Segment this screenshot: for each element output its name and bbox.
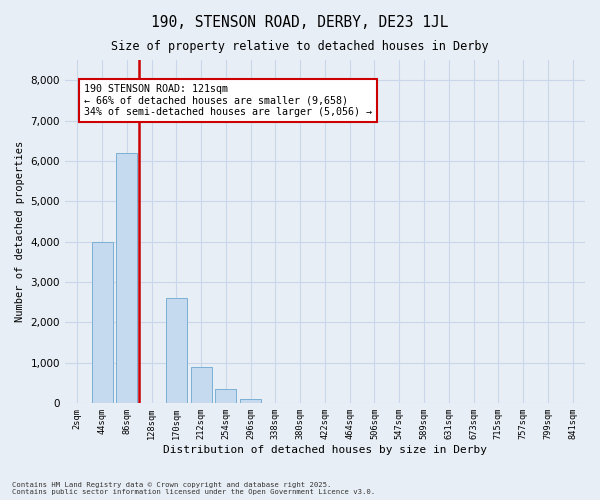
Text: Size of property relative to detached houses in Derby: Size of property relative to detached ho… — [111, 40, 489, 53]
Bar — [166, 298, 187, 403]
Y-axis label: Number of detached properties: Number of detached properties — [15, 141, 25, 322]
Bar — [116, 153, 137, 403]
Bar — [240, 399, 261, 403]
Bar — [215, 389, 236, 403]
Text: 190, STENSON ROAD, DERBY, DE23 1JL: 190, STENSON ROAD, DERBY, DE23 1JL — [151, 15, 449, 30]
Text: 190 STENSON ROAD: 121sqm
← 66% of detached houses are smaller (9,658)
34% of sem: 190 STENSON ROAD: 121sqm ← 66% of detach… — [84, 84, 372, 117]
X-axis label: Distribution of detached houses by size in Derby: Distribution of detached houses by size … — [163, 445, 487, 455]
Bar — [92, 242, 113, 403]
Text: Contains HM Land Registry data © Crown copyright and database right 2025.
Contai: Contains HM Land Registry data © Crown c… — [12, 482, 375, 495]
Bar — [191, 367, 212, 403]
